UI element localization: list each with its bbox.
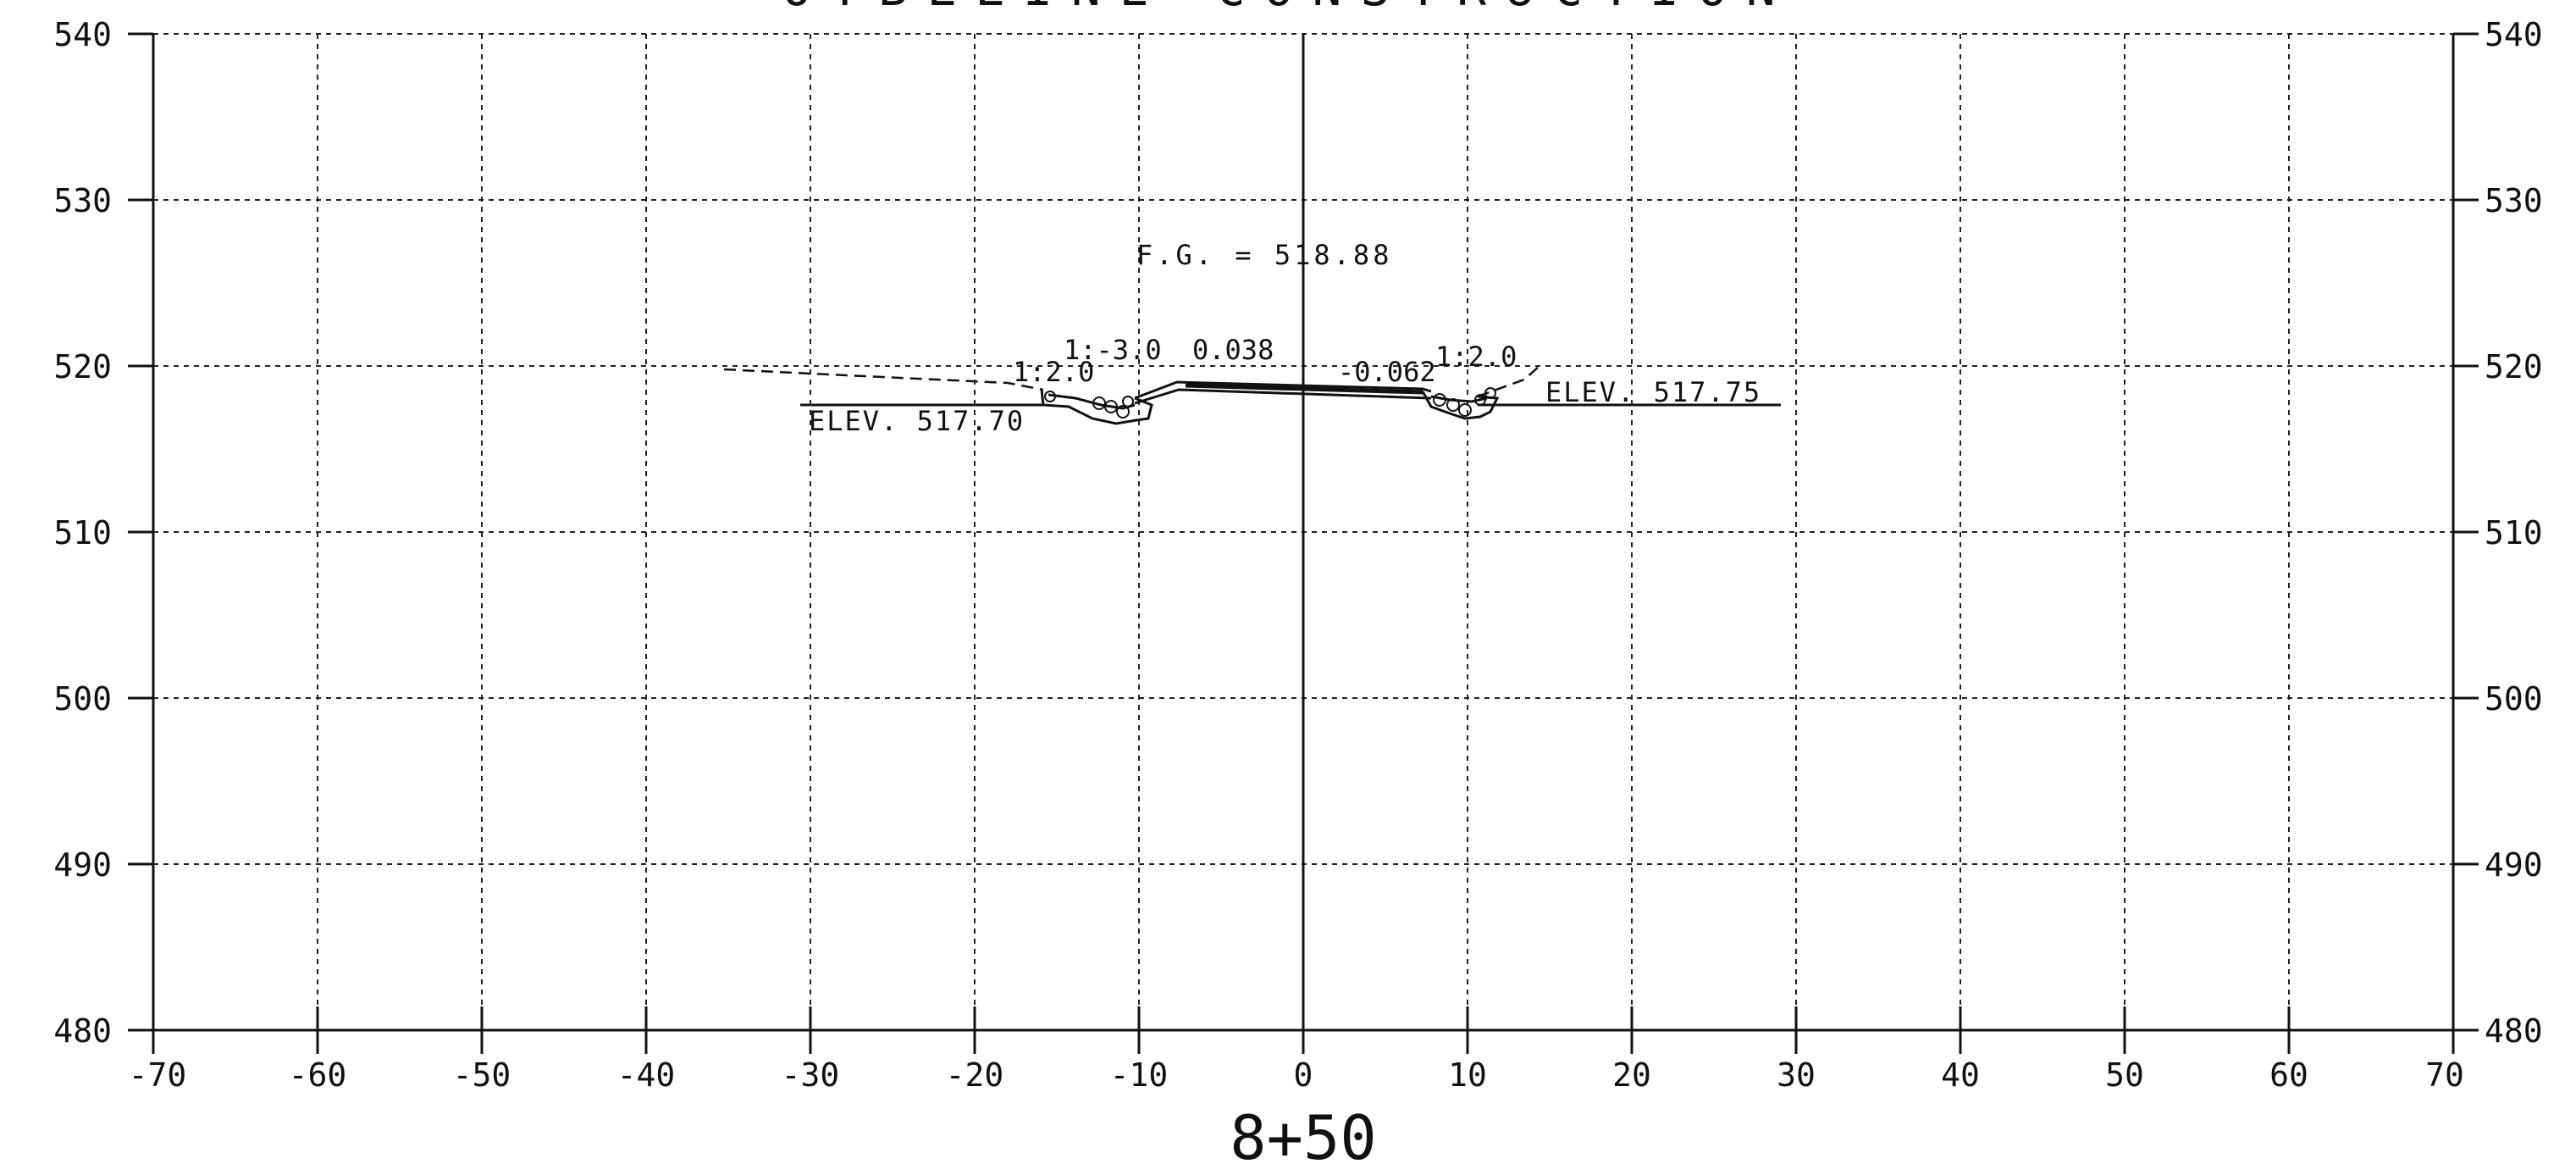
road-surface-bottom — [1134, 388, 1432, 405]
left-upper-slope-label: 1:-3.0 — [1064, 334, 1162, 366]
x-label: 60 — [2269, 1056, 2308, 1094]
y-label-right: 500 — [2485, 680, 2543, 718]
right-slope-label: 1:2.0 — [1435, 341, 1517, 373]
y-label-right: 530 — [2485, 182, 2543, 219]
y-tick-labels-right: 540 530 520 510 500 490 480 — [2485, 16, 2543, 1050]
x-label: 40 — [1941, 1056, 1980, 1094]
y-label-left: 480 — [53, 1012, 112, 1050]
left-dashed-slope — [723, 368, 1044, 391]
tick-marks — [128, 32, 2479, 1054]
y-label-left: 520 — [53, 348, 112, 385]
y-label-right: 490 — [2485, 846, 2543, 884]
y-label-left: 530 — [53, 182, 112, 219]
x-label: -10 — [1110, 1056, 1169, 1094]
y-label-left: 540 — [53, 16, 112, 53]
station-label: 8+50 — [1230, 1102, 1376, 1161]
y-label-right: 510 — [2485, 514, 2543, 552]
x-label: -20 — [946, 1056, 1004, 1094]
x-label: -70 — [129, 1056, 187, 1094]
y-label-right: 480 — [2485, 1012, 2543, 1050]
left-elevation-label: ELEV. 517.70 — [809, 405, 1025, 437]
x-label: -50 — [453, 1056, 511, 1094]
y-label-left: 500 — [53, 680, 112, 718]
right-dashed-slope — [1477, 365, 1540, 398]
annotations: F.G. = 518.88 ELEV. 517.70 ELEV. 517.75 … — [809, 239, 1761, 437]
road-surface-inner — [1185, 383, 1423, 395]
left-curb — [1040, 389, 1153, 425]
road-cross-section — [723, 365, 1781, 425]
right-curb-inner — [1430, 395, 1488, 403]
cross-slope-left-label: 0.038 — [1192, 334, 1274, 366]
y-label-right: 540 — [2485, 16, 2543, 53]
right-elevation-label: ELEV. 517.75 — [1545, 376, 1761, 408]
x-label: -60 — [289, 1056, 347, 1094]
x-label: 20 — [1612, 1056, 1651, 1094]
x-label: -40 — [617, 1056, 676, 1094]
drawing-title: OYBLLINE CONSTRUCTION — [782, 0, 1794, 17]
x-label: 0 — [1294, 1056, 1313, 1094]
finished-grade-label: F.G. = 518.88 — [1136, 239, 1392, 271]
x-label: 50 — [2105, 1056, 2144, 1094]
right-curb — [1421, 391, 1500, 420]
y-label-left: 510 — [53, 514, 112, 552]
cross-slope-right-label: -0.062 — [1338, 356, 1436, 388]
left-lower-slope-label: 1:2.0 — [1013, 356, 1094, 388]
x-label: 10 — [1448, 1056, 1487, 1094]
x-label: 70 — [2425, 1056, 2464, 1094]
y-tick-labels-left: 540 530 520 510 500 490 480 — [53, 16, 112, 1050]
x-label: -30 — [782, 1056, 840, 1094]
x-label: 30 — [1777, 1056, 1816, 1094]
x-tick-labels: -70 -60 -50 -40 -30 -20 -10 0 10 20 30 4… — [129, 1056, 2464, 1094]
y-label-right: 520 — [2485, 348, 2543, 385]
y-label-left: 490 — [53, 846, 112, 884]
rebar-markers — [1044, 387, 1496, 418]
road-surface-top — [1134, 380, 1432, 400]
